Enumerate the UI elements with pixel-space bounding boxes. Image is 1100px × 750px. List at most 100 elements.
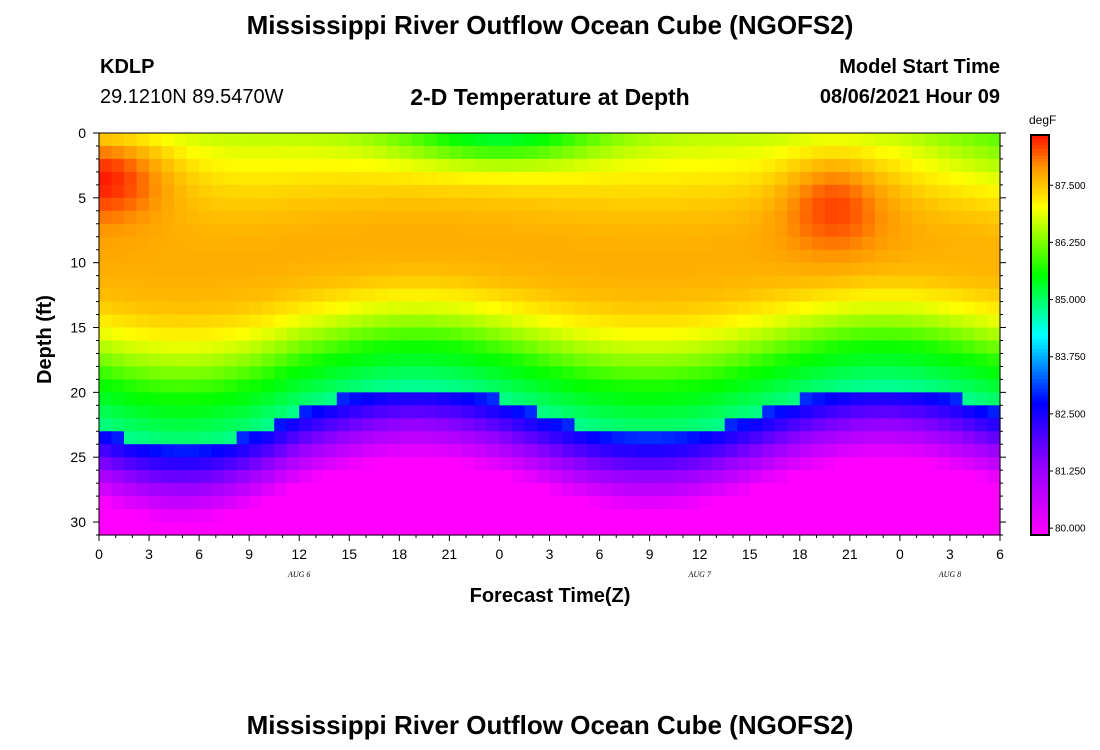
heatmap-cell (724, 353, 738, 368)
heatmap-cell (787, 197, 801, 212)
colorbar-segment (1031, 245, 1049, 249)
heatmap-cell (837, 457, 851, 471)
heatmap-cell (549, 379, 563, 393)
heatmap-cell (787, 133, 801, 147)
heatmap-cell (724, 392, 738, 406)
colorbar-segment (1031, 411, 1049, 416)
heatmap-cell (762, 353, 776, 368)
heatmap-cell (987, 197, 1001, 212)
heatmap-cell (812, 353, 826, 368)
heatmap-cell (774, 405, 788, 419)
heatmap-cell (424, 496, 438, 510)
heatmap-cell (924, 522, 939, 536)
heatmap-cell (474, 262, 488, 277)
heatmap-cell (161, 431, 175, 445)
heatmap-cell (699, 133, 713, 147)
heatmap-cell (924, 509, 939, 523)
heatmap-cell (336, 288, 350, 303)
heatmap-cell (99, 431, 113, 445)
heatmap-cell (124, 210, 138, 225)
heatmap-cell (486, 133, 501, 147)
heatmap-cell (386, 496, 400, 510)
heatmap-cell (274, 197, 288, 212)
heatmap-cell (699, 392, 713, 406)
heatmap-cell (574, 405, 588, 419)
heatmap-cell (361, 236, 375, 251)
heatmap-cell (499, 236, 513, 251)
colorbar-segment (1031, 275, 1049, 279)
colorbar-segment (1031, 345, 1049, 349)
heatmap-cell (211, 145, 225, 160)
heatmap-cell (486, 301, 501, 316)
heatmap-cell (461, 197, 476, 212)
heatmap-cell (824, 301, 838, 316)
heatmap-cell (874, 509, 888, 523)
heatmap-cell (924, 223, 939, 238)
heatmap-cell (662, 405, 676, 419)
heatmap-cell (574, 340, 588, 355)
heatmap-cell (849, 171, 863, 186)
heatmap-cell (624, 522, 638, 536)
heatmap-cell (474, 275, 488, 290)
heatmap-cell (587, 262, 601, 277)
heatmap-cell (987, 133, 1001, 147)
heatmap-cell (399, 184, 413, 199)
heatmap-cell (887, 379, 901, 393)
heatmap-cell (461, 249, 476, 264)
heatmap-cell (199, 483, 213, 497)
heatmap-cell (662, 483, 676, 497)
heatmap-cell (937, 301, 951, 316)
heatmap-cell (649, 392, 663, 406)
heatmap-cell (311, 158, 325, 173)
heatmap-cell (724, 158, 738, 173)
heatmap-cell (511, 405, 526, 419)
heatmap-cell (349, 457, 363, 471)
colorbar-segment (1031, 498, 1049, 503)
heatmap-cell (874, 483, 888, 497)
colorbar-segment (1031, 458, 1049, 463)
heatmap-cell (361, 275, 375, 290)
heatmap-cell (662, 288, 676, 303)
heatmap-cell (486, 392, 501, 406)
heatmap-cell (386, 301, 400, 316)
heatmap-cell (912, 327, 926, 342)
heatmap-cell (699, 496, 713, 510)
heatmap-cell (124, 405, 138, 419)
heatmap-cell (649, 197, 663, 212)
heatmap-cell (186, 275, 200, 290)
heatmap-cell (874, 275, 888, 290)
heatmap-cell (887, 288, 901, 303)
heatmap-cell (511, 392, 526, 406)
heatmap-cell (424, 366, 438, 380)
heatmap-cell (762, 210, 776, 225)
heatmap-cell (324, 145, 338, 160)
heatmap-cell (649, 145, 663, 160)
heatmap-cell (987, 158, 1001, 173)
heatmap-cell (562, 314, 576, 329)
y-tick-label: 30 (70, 514, 86, 530)
heatmap-cell (149, 496, 163, 510)
heatmap-cell (562, 145, 576, 160)
heatmap-cell (361, 431, 375, 445)
heatmap-cell (874, 405, 888, 419)
heatmap-cell (924, 392, 939, 406)
heatmap-cell (511, 327, 526, 342)
heatmap-cell (949, 379, 964, 393)
heatmap-cell (511, 249, 526, 264)
heatmap-cell (211, 483, 225, 497)
heatmap-cell (524, 405, 538, 419)
heatmap-cell (549, 327, 563, 342)
heatmap-cell (562, 301, 576, 316)
heatmap-cell (799, 405, 813, 419)
heatmap-cell (762, 288, 776, 303)
heatmap-cell (849, 184, 863, 199)
heatmap-cell (649, 262, 663, 277)
heatmap-cell (599, 249, 613, 264)
heatmap-cell (424, 314, 438, 329)
heatmap-cell (887, 483, 901, 497)
heatmap-cell (286, 509, 300, 523)
heatmap-cell (286, 288, 300, 303)
heatmap-cell (624, 133, 638, 147)
heatmap-cell (549, 314, 563, 329)
